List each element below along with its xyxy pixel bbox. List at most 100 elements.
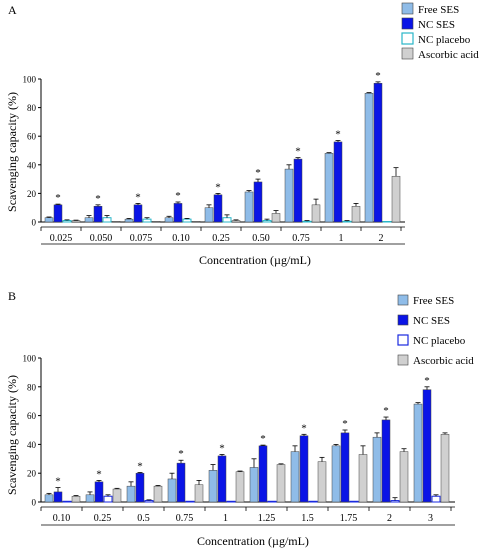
panel-a-legend-swatch: [401, 2, 414, 15]
panel-b-bar: [112, 488, 122, 503]
panel-b-bar: [103, 495, 113, 503]
panel-a-significance-star: *: [335, 128, 341, 140]
panel-a-category-label: 1: [339, 233, 344, 244]
panel-a-bar: [231, 220, 241, 223]
panel-b-significance-star: *: [424, 375, 430, 387]
panel-b-bar: [208, 470, 218, 503]
panel-a-y-tick-label: 0: [32, 218, 37, 228]
panel-b-legend-label: NC SES: [413, 315, 450, 327]
panel-a-bar: [71, 220, 81, 223]
panel-b-bar: [85, 494, 95, 503]
panel-b-category-label: 0.10: [53, 513, 71, 524]
panel-b-category-label: 0.75: [176, 513, 194, 524]
panel-a-category-label: 0.50: [252, 233, 270, 244]
panel-b-bar: [135, 472, 145, 503]
panel-b-legend-label: Ascorbic acid: [413, 355, 474, 367]
panel-a-category-label: 0.10: [172, 233, 190, 244]
panel-a-bar: [284, 168, 294, 223]
panel-b-bar: [144, 500, 154, 503]
panel-b-bar: [331, 445, 341, 503]
panel-b-legend-label: Free SES: [413, 295, 454, 307]
panel-a-bar: [191, 221, 201, 223]
panel-a-bar: [311, 204, 321, 223]
panel-b-category-label: 3: [428, 513, 433, 524]
panel-a-significance-star: *: [375, 70, 381, 82]
panel-a-bar: [262, 220, 272, 223]
panel-a-bar: [111, 221, 121, 223]
panel-a-category-label: 0.050: [90, 233, 113, 244]
panel-b-x-axis-title: Concentration (µg/mL): [197, 534, 309, 548]
panel-a-bar: [44, 217, 54, 223]
panel-a-bar: [173, 203, 183, 223]
panel-a-bar: [271, 213, 281, 223]
panel-a-y-tick-label: 80: [27, 103, 37, 113]
panel-a-bar: [204, 207, 214, 223]
panel-b-bar: [299, 435, 309, 503]
panel-b-bar: [194, 484, 204, 503]
panel-b-plot: 0 20 40 60 80 100 * * * * * * * * * * 0.10 0.25 0.5 0.75 1 1.…: [23, 294, 474, 526]
panel-a-legend-label: Free SES: [418, 4, 459, 16]
panel-b-bar: [53, 491, 63, 503]
panel-b-bar: [167, 478, 177, 503]
panel-b-bar: [381, 419, 391, 503]
panel-b-bar: [349, 500, 359, 503]
panel-b-bar: [290, 451, 300, 503]
panel-b-category-label: 1.5: [301, 513, 314, 524]
panel-b-bar: [176, 462, 186, 503]
panel-a-significance-star: *: [175, 190, 181, 202]
panel-b-bar: [317, 461, 327, 503]
panel-a-category-label: 0.75: [292, 233, 310, 244]
panel-b-significance-star: *: [260, 433, 266, 445]
panel-a-bar: [293, 158, 303, 223]
panel-b-bar: [62, 500, 72, 503]
panel-a-bar: [102, 217, 112, 223]
panel-a-bar: [124, 218, 134, 223]
panel-b-bar: [413, 403, 423, 503]
panel-a-significance-star: *: [95, 193, 101, 205]
panel-b-bar: [308, 500, 318, 503]
panel-b-bar: [267, 500, 277, 503]
panel-a-legend-label: NC SES: [418, 19, 455, 31]
panel-a-category-label: 0.25: [212, 233, 230, 244]
panel-a-bar: [302, 220, 312, 223]
panel-a-bar: [133, 204, 143, 223]
panel-b-bar: [390, 500, 400, 503]
panel-b: B Scavenging capacity (%) Concentration …: [5, 289, 474, 548]
panel-a-y-axis-title: Scavenging capacity (%): [5, 92, 19, 212]
panel-b-bar: [94, 481, 104, 503]
panel-a-bar: [342, 220, 352, 223]
panel-a-legend: Free SES NC SES NC placebo Ascorbic acid: [401, 2, 479, 61]
panel-b-bar: [422, 389, 432, 503]
panel-a-bar: [324, 153, 334, 223]
panel-b-bar: [185, 500, 195, 503]
panel-b-legend-swatch: [397, 294, 409, 306]
panel-b-category-label: 1.75: [340, 513, 358, 524]
panel-b-bar: [399, 451, 409, 503]
panel-a-bar: [62, 220, 72, 223]
panel-a-bar: [93, 206, 103, 223]
panel-b-legend-swatch: [397, 334, 409, 346]
panel-a-bar: [382, 221, 392, 223]
panel-b-bar: [71, 495, 81, 503]
panel-a-bar: [253, 181, 263, 223]
panel-b-y-tick-label: 20: [27, 469, 37, 479]
panel-b-y-tick-label: 100: [23, 354, 37, 364]
panel-a-category-label: 0.025: [50, 233, 73, 244]
panel-a-plot: 0 20 40 60 80 100 * * * * * * * * * 0.025 0.050 0.075 0.10…: [23, 2, 479, 245]
panel-b-category-label: 1.25: [258, 513, 276, 524]
panel-b-bar: [431, 495, 441, 503]
panel-a-bar: [182, 218, 192, 223]
panel-b-bar: [235, 471, 245, 503]
panel-b-bar: [372, 436, 382, 503]
panel-a-label: A: [8, 3, 17, 17]
panel-b-significance-star: *: [383, 405, 389, 417]
panel-b-significance-star: *: [96, 468, 102, 480]
panel-b-y-tick-label: 0: [32, 498, 37, 508]
panel-b-bar: [440, 434, 450, 503]
panel-a-significance-star: *: [135, 191, 141, 203]
panel-a-bar: [84, 217, 94, 223]
panel-a-bar: [151, 221, 161, 223]
panel-b-legend: Free SES NC SES NC placebo Ascorbic acid: [397, 294, 474, 367]
panel-b-y-tick-label: 80: [27, 382, 37, 392]
